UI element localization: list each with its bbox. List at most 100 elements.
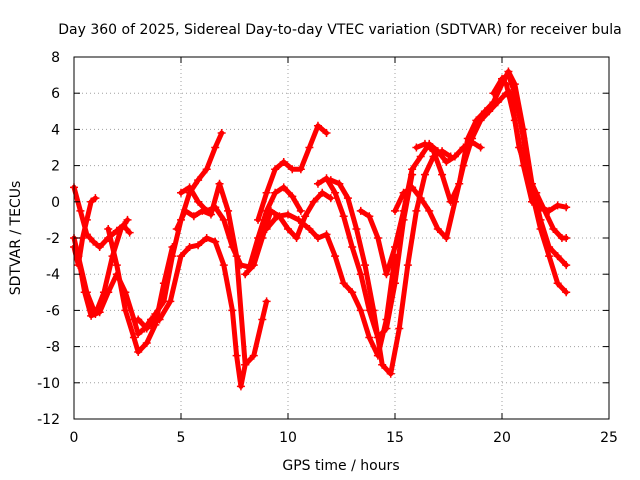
data-point	[82, 288, 91, 297]
data-point	[472, 116, 481, 125]
data-point	[322, 230, 331, 239]
y-tick-label: -10	[37, 376, 60, 392]
series-track-10-markers	[241, 188, 335, 279]
data-point	[326, 194, 335, 203]
data-point	[527, 197, 536, 206]
series-track-7	[148, 235, 248, 389]
data-point	[386, 369, 395, 378]
data-point	[211, 237, 220, 246]
y-tick-label: -8	[46, 340, 60, 356]
data-point	[442, 157, 451, 166]
series-track-11-markers	[254, 121, 331, 224]
data-point	[313, 234, 322, 242]
series-track-4-markers	[104, 224, 177, 357]
data-point	[313, 121, 322, 130]
data-point	[498, 74, 506, 83]
data-point	[142, 324, 151, 333]
data-point	[373, 234, 382, 242]
y-tick-label: 0	[51, 195, 60, 211]
y-tick-label: 2	[51, 159, 60, 175]
series-track-8	[174, 181, 270, 368]
data-point	[129, 333, 138, 342]
data-point	[553, 279, 562, 288]
data-point	[262, 188, 271, 197]
data-point	[284, 224, 292, 233]
series-track-18	[490, 72, 569, 295]
data-point	[236, 261, 245, 270]
data-point	[181, 206, 190, 215]
data-point	[562, 203, 571, 212]
chart-title: Day 360 of 2025, Sidereal Day-to-day VTE…	[58, 22, 621, 38]
data-point	[365, 212, 374, 221]
data-point	[408, 183, 417, 192]
data-point	[292, 234, 301, 242]
data-point	[562, 261, 571, 270]
data-point	[476, 143, 485, 152]
data-point	[352, 224, 361, 233]
data-point	[217, 129, 226, 138]
data-point	[279, 183, 288, 192]
data-point	[450, 152, 459, 161]
series-track-5-markers	[74, 215, 132, 319]
data-point	[112, 261, 121, 270]
data-point	[249, 351, 258, 360]
data-point	[117, 224, 126, 233]
data-point	[378, 360, 387, 369]
data-point	[91, 194, 100, 203]
data-point	[172, 224, 181, 233]
data-point	[236, 382, 245, 391]
data-point	[177, 252, 185, 261]
data-point	[228, 306, 237, 315]
data-point	[356, 206, 365, 215]
data-point	[515, 143, 524, 152]
y-tick-label: 6	[51, 86, 60, 102]
data-point	[262, 224, 271, 233]
data-point	[151, 310, 160, 319]
data-point	[523, 170, 532, 179]
data-point	[262, 297, 271, 306]
data-point	[215, 179, 224, 188]
data-point	[168, 252, 177, 261]
data-point	[249, 261, 258, 270]
data-point	[194, 241, 203, 250]
data-point	[429, 147, 438, 156]
data-point	[433, 224, 442, 233]
data-point	[142, 338, 151, 347]
y-tick-label: 8	[51, 50, 60, 66]
data-point	[382, 324, 391, 333]
data-point	[318, 188, 327, 197]
series-track-20	[508, 90, 569, 241]
data-point	[104, 224, 113, 233]
data-point	[532, 188, 541, 197]
data-point	[177, 188, 185, 197]
data-point	[219, 215, 228, 224]
data-point	[271, 188, 280, 197]
data-point	[202, 206, 211, 215]
y-tick-label: -2	[46, 231, 60, 247]
data-point	[202, 165, 211, 174]
series-track-12-markers	[262, 210, 399, 360]
series-track-20-markers	[506, 89, 571, 242]
data-point	[545, 252, 554, 261]
data-point	[463, 134, 472, 143]
data-point	[108, 252, 117, 261]
data-point	[331, 252, 340, 261]
data-point	[89, 237, 98, 246]
data-point	[549, 224, 558, 233]
series-track-8-markers	[172, 179, 271, 369]
data-point	[99, 288, 108, 297]
axis-ticks: 0 5 10 15 20 25 -12 -10 -8 -6 -4 -2 0 2 4 6 8	[37, 50, 618, 446]
data-point	[134, 315, 143, 324]
data-point	[420, 139, 429, 148]
data-point	[185, 183, 194, 192]
data-point	[416, 194, 425, 203]
y-tick-label: -4	[46, 267, 60, 283]
data-point	[134, 329, 143, 338]
data-point	[273, 212, 282, 221]
data-point	[228, 243, 237, 252]
data-point	[326, 176, 335, 185]
data-point	[562, 234, 571, 242]
data-point	[91, 310, 100, 319]
data-point	[412, 143, 421, 152]
data-point	[266, 206, 275, 215]
